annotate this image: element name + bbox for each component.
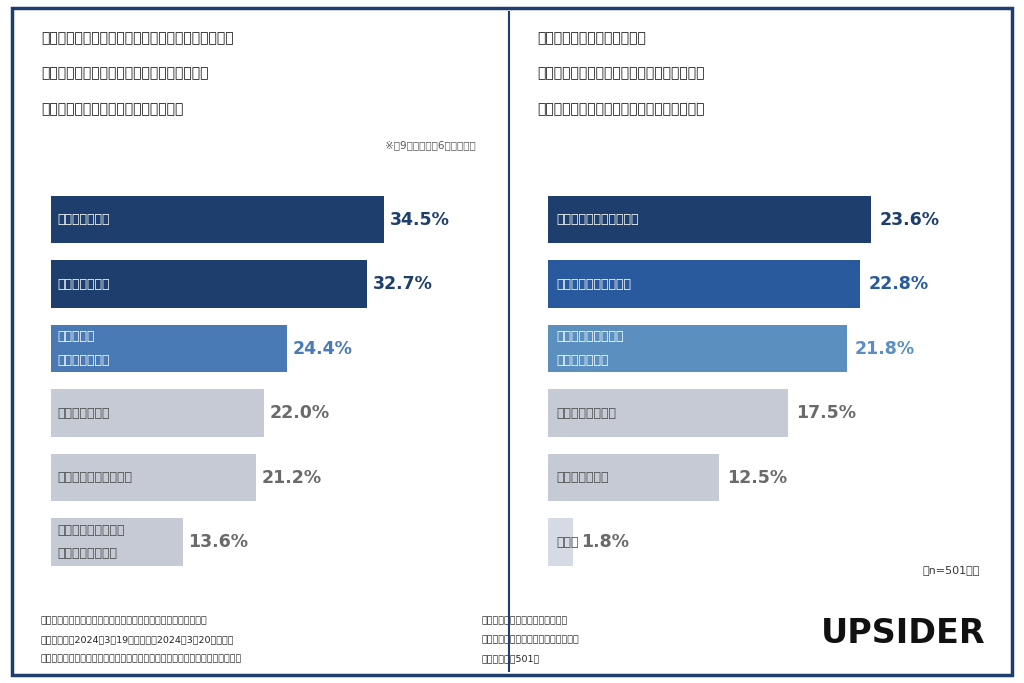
Text: 大型の資金調達が難しい: 大型の資金調達が難しい — [556, 213, 639, 226]
Text: ブランドイメージ: ブランドイメージ — [57, 547, 117, 560]
Text: 1.8%: 1.8% — [581, 533, 629, 551]
Text: 17.5%: 17.5% — [796, 404, 856, 422]
Text: 《調査概要：「スタートアップ企業の資金調達」に関する調査》: 《調査概要：「スタートアップ企業の資金調達」に関する調査》 — [41, 616, 208, 625]
Bar — [548, 260, 860, 308]
Text: 最も強く感じるのは何ですか？（単一選択）: 最も強く感じるのは何ですか？（単一選択） — [538, 102, 706, 115]
Text: 資金の出し手が少ない: 資金の出し手が少ない — [556, 277, 631, 290]
Bar — [51, 195, 384, 243]
Text: 経済環境の変化: 経済環境の変化 — [556, 471, 608, 484]
Bar — [548, 324, 847, 372]
Bar — [51, 518, 182, 566]
Text: 経営体制の整備: 経営体制の整備 — [57, 277, 110, 290]
Text: 22.0%: 22.0% — [269, 404, 330, 422]
Bar — [548, 454, 719, 501]
Text: 見極めが難しい: 見極めが難しい — [556, 354, 608, 367]
Text: 株式上場を目指している企業の方にお聞きします。: 株式上場を目指している企業の方にお聞きします。 — [41, 31, 233, 44]
Text: 資金面での課題: 資金面での課題 — [57, 213, 110, 226]
Text: 12.5%: 12.5% — [727, 469, 787, 486]
Text: 13.6%: 13.6% — [188, 533, 249, 551]
Bar — [548, 518, 572, 566]
Text: 投資家の関心不足: 投資家の関心不足 — [556, 406, 616, 419]
Bar — [548, 389, 787, 437]
Bar — [51, 454, 256, 501]
Text: 株式上場に向けてボトルネックとなっている: 株式上場に向けてボトルネックとなっている — [41, 66, 209, 80]
Text: ※全9項目中上位6項目を抜粋: ※全9項目中上位6項目を抜粋 — [385, 140, 476, 150]
Text: UPSIDER: UPSIDER — [820, 617, 985, 650]
Text: 23.6%: 23.6% — [880, 210, 940, 229]
Text: ・調査人数：501人: ・調査人数：501人 — [481, 654, 540, 663]
Text: その他: その他 — [556, 535, 579, 548]
Text: ・調査方法：インターネット調査: ・調査方法：インターネット調査 — [481, 616, 567, 625]
Text: 市場からの認知度・: 市場からの認知度・ — [57, 524, 125, 537]
Text: ・調査期間：2024年3月19日（火）〜2024年3月20日（水）: ・調査期間：2024年3月19日（火）〜2024年3月20日（水） — [41, 635, 234, 644]
Text: ポイントは何ですか？（複数選択可）: ポイントは何ですか？（複数選択可） — [41, 102, 183, 115]
Text: 適切なタイミングの: 適切なタイミングの — [556, 331, 624, 344]
Text: （n=501人）: （n=501人） — [923, 565, 980, 575]
Text: 34.5%: 34.5% — [390, 210, 451, 229]
Text: 32.7%: 32.7% — [373, 275, 433, 293]
Bar — [51, 324, 287, 372]
Text: 22.8%: 22.8% — [868, 275, 929, 293]
Text: 内部統制の構築: 内部統制の構築 — [57, 406, 110, 419]
Text: ・調査対象：調査回答時にスタートアップの経営者であると回答したモニター: ・調査対象：調査回答時にスタートアップの経営者であると回答したモニター — [41, 654, 243, 663]
Bar — [51, 389, 264, 437]
Text: 「小粒上場」の原因になっているものとして: 「小粒上場」の原因になっているものとして — [538, 66, 706, 80]
Text: 21.8%: 21.8% — [855, 339, 915, 357]
Text: 21.2%: 21.2% — [262, 469, 322, 486]
Bar — [51, 260, 367, 308]
Text: 24.4%: 24.4% — [293, 339, 352, 357]
Bar — [548, 195, 871, 243]
Text: 株式上場は: 株式上場は — [57, 331, 94, 344]
Text: 業績の安定性・成長性: 業績の安定性・成長性 — [57, 471, 132, 484]
Text: 時価総額が低いまま上場する: 時価総額が低いまま上場する — [538, 31, 646, 44]
Text: ・モニター提供元：ゼネラルリサーチ: ・モニター提供元：ゼネラルリサーチ — [481, 635, 579, 644]
Text: 目指していない: 目指していない — [57, 354, 110, 367]
